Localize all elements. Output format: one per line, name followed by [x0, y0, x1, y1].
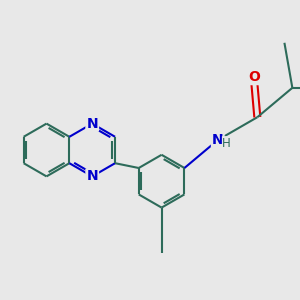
Text: N: N	[86, 169, 98, 183]
Text: O: O	[248, 70, 260, 84]
Text: N: N	[86, 117, 98, 130]
Text: H: H	[222, 136, 231, 150]
Text: N: N	[212, 133, 224, 147]
